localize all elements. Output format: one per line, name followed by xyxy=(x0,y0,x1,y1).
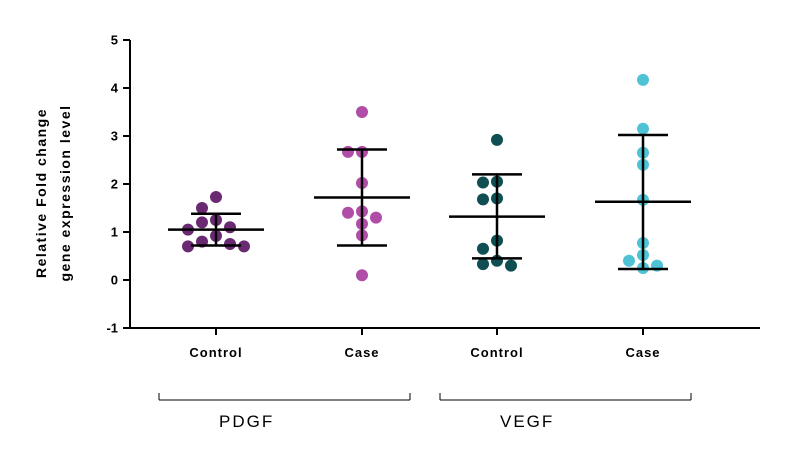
y-tick-label: 2 xyxy=(111,177,118,192)
data-point xyxy=(477,193,489,206)
group-label: VEGF xyxy=(500,412,554,431)
group-bracket-pdgf: PDGF xyxy=(158,393,411,431)
y-axis-label: Relative Fold change gene expression lev… xyxy=(33,104,73,281)
data-point xyxy=(196,216,208,229)
y-axis-label-line-2: gene expression level xyxy=(57,104,73,281)
group-brackets: PDGF VEGF xyxy=(158,393,692,431)
y-tick-label: 5 xyxy=(111,33,118,48)
x-tick-label: Control xyxy=(189,345,242,360)
y-tick-label: 3 xyxy=(111,129,118,144)
y-tick-label: 4 xyxy=(111,81,119,96)
y-tick-label: 0 xyxy=(111,273,118,288)
x-tick-label: Case xyxy=(344,345,379,360)
y-tick-label: -1 xyxy=(106,321,118,336)
group-bracket-vegf: VEGF xyxy=(439,393,692,431)
data-point xyxy=(637,73,649,86)
data-point xyxy=(342,206,354,219)
data-point xyxy=(477,258,489,271)
series-vegf-control xyxy=(449,133,545,272)
data-point xyxy=(238,240,250,253)
data-point xyxy=(623,254,635,267)
series-pdgf-control xyxy=(168,190,264,253)
y-axis: -1 0 1 2 3 4 5 xyxy=(106,33,131,336)
series-pdgf-case xyxy=(314,106,410,282)
data-point xyxy=(210,190,222,203)
data-point xyxy=(182,240,194,253)
data-point xyxy=(224,238,236,250)
series xyxy=(168,73,691,282)
data-point xyxy=(505,259,517,272)
x-tick-label: Case xyxy=(625,345,660,360)
data-point xyxy=(342,145,354,158)
data-point xyxy=(637,122,649,135)
y-tick-label: 1 xyxy=(111,225,118,240)
series-vegf-case xyxy=(595,73,691,274)
data-point xyxy=(477,242,489,255)
data-point xyxy=(370,211,382,224)
data-point xyxy=(491,133,503,146)
data-point xyxy=(477,176,489,189)
data-point xyxy=(224,221,236,234)
data-point xyxy=(356,106,368,118)
x-tick-label: Control xyxy=(470,345,523,360)
y-axis-label-line-1: Relative Fold change xyxy=(33,108,49,278)
x-axis: Control Case Control Case xyxy=(130,327,760,360)
data-point xyxy=(356,269,368,282)
group-label: PDGF xyxy=(219,412,274,431)
data-point xyxy=(196,202,208,214)
